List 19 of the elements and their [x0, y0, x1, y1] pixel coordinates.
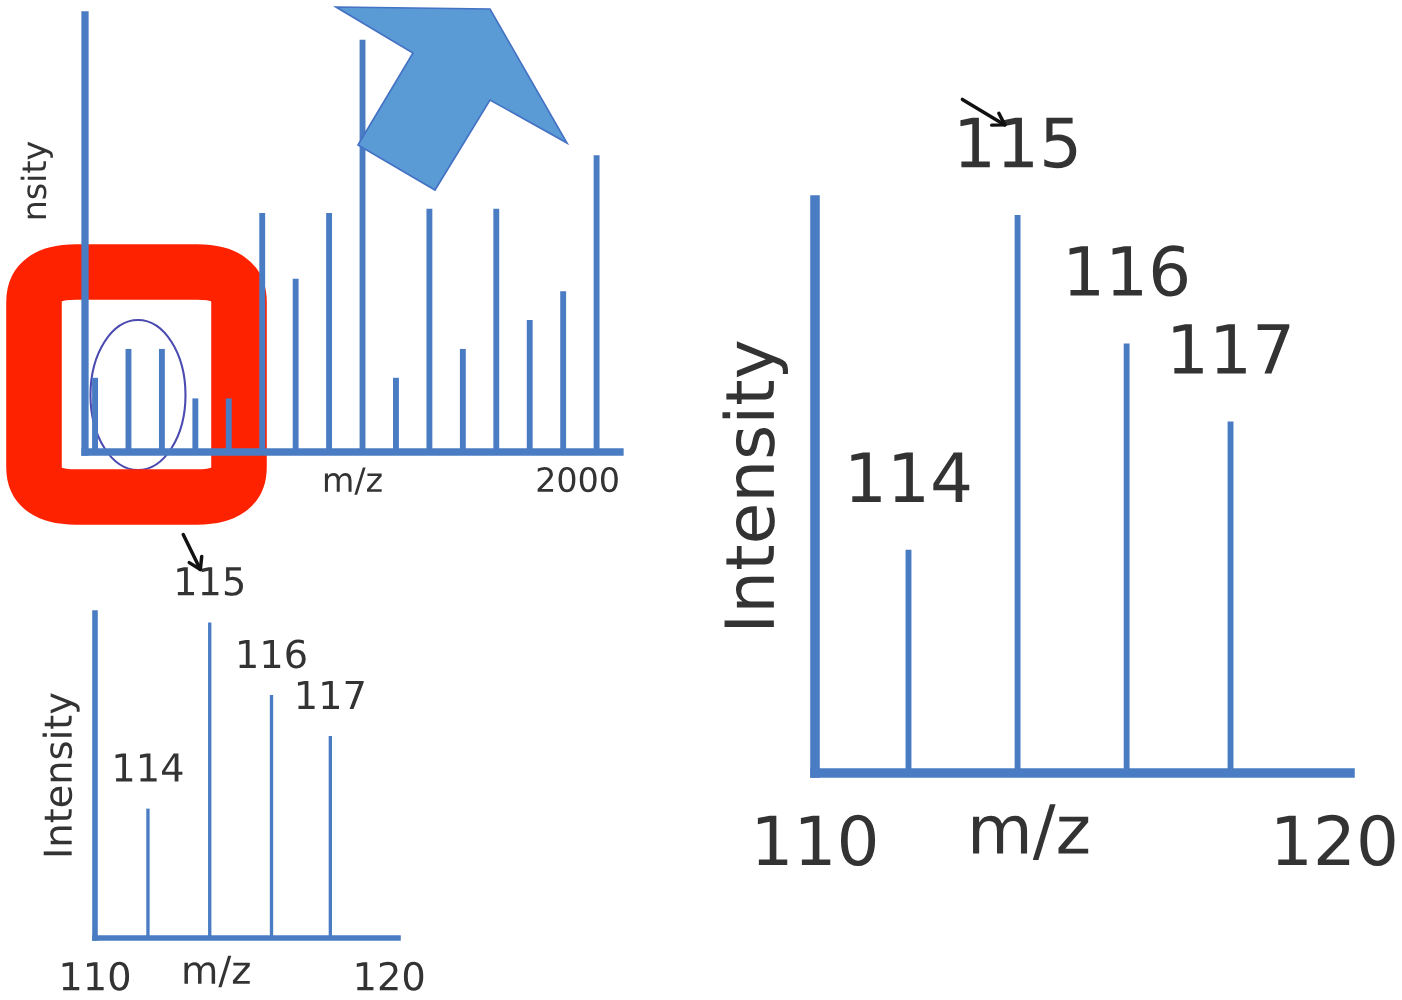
x-tick-label: 120: [1277, 814, 1395, 866]
y-axis-title: nsity: [20, 141, 53, 219]
x-axis-title: m/z: [973, 804, 1089, 860]
annotation: 116: [239, 639, 306, 669]
annotation: 114: [851, 452, 970, 502]
annotation: 115: [177, 567, 243, 596]
y-axis-title: Intensity: [722, 341, 788, 628]
x-axis-title: m/z: [184, 955, 250, 988]
x-axis-title: m/z: [324, 467, 382, 495]
annotation: 116: [1069, 245, 1187, 297]
x-tick-label: 120: [356, 961, 424, 991]
annotation: 117: [297, 680, 364, 709]
x-tick-label: 110: [757, 814, 876, 866]
x-tick-label: 110: [62, 961, 130, 991]
annotation: 114: [115, 753, 183, 782]
annotation: 117: [1173, 324, 1290, 374]
y-axis-title: Intensity: [42, 693, 80, 856]
annotation: 115: [960, 117, 1077, 169]
text: 2000: [537, 466, 618, 493]
